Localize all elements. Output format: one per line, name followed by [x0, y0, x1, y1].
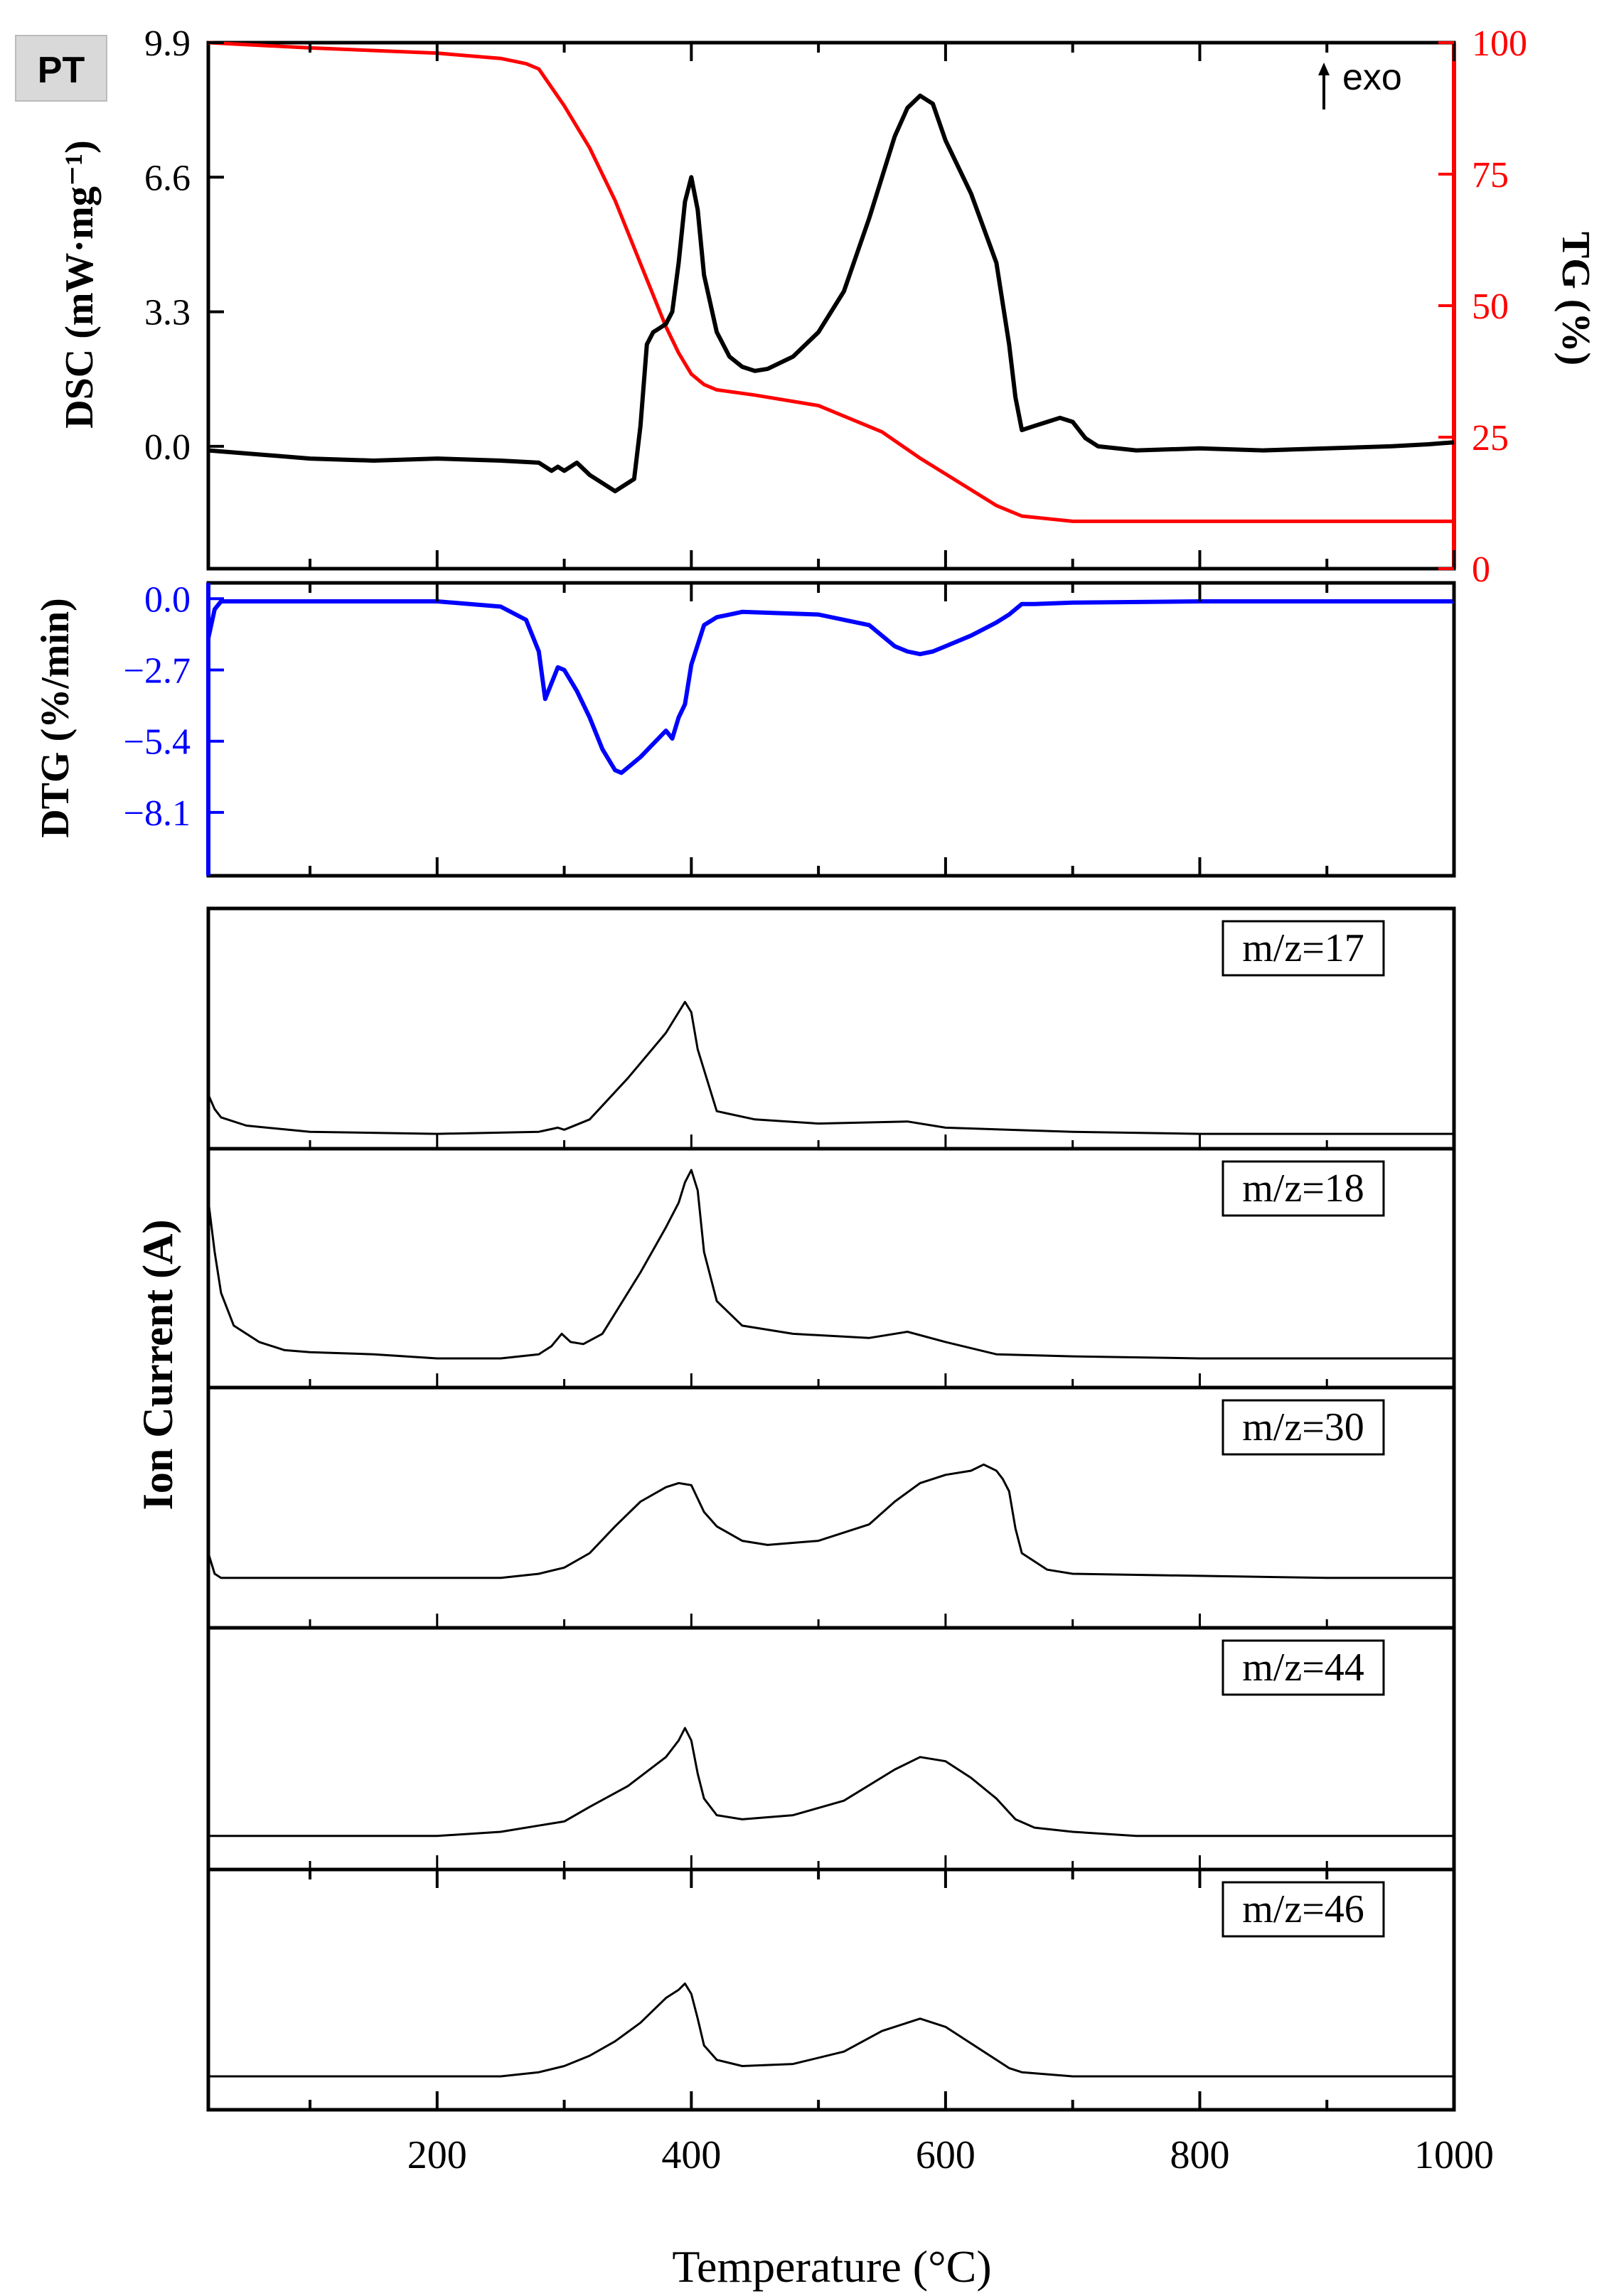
mz-label: m/z=44	[1242, 1646, 1364, 1690]
tg-axis-label: TG (%)	[1554, 232, 1598, 365]
tg-tick-label: 50	[1472, 286, 1509, 327]
dtg-tick-label: −8.1	[124, 793, 191, 834]
dsc-tick-label: 9.9	[144, 23, 191, 64]
dtg-curve	[206, 599, 1454, 776]
panel-frames	[206, 41, 1456, 2112]
ms-curve	[207, 1169, 1454, 1360]
mz-label-box	[1222, 1160, 1385, 1217]
ms-panel	[206, 1867, 1456, 2112]
dtg-panel	[206, 581, 1456, 878]
mz-label-box	[1222, 1881, 1385, 1938]
dsc-tick-label: 3.3	[144, 293, 191, 333]
tg-tick-label: 100	[1472, 23, 1527, 64]
tick-labels: 9.9 6.6 3.3 0.0 100 75 50 25 0 0.0 −2.7 −5.4 −8.1 m/z…	[124, 23, 1527, 2177]
dsc-tick-label: 6.6	[144, 158, 191, 198]
panel-badge: PT	[15, 35, 107, 102]
x-tick-label: 400	[661, 2133, 721, 2177]
panel-label: PT	[38, 50, 85, 91]
mz-label-box	[1222, 1399, 1385, 1456]
mz-label: m/z=18	[1242, 1166, 1364, 1211]
mz-label-box	[1222, 920, 1385, 977]
exo-marker: exo	[1318, 57, 1402, 109]
dtg-tick-label: 0.0	[144, 579, 191, 620]
ion-current-axis-label: Ion Current (A)	[134, 1220, 181, 1511]
x-tick-label: 800	[1170, 2133, 1229, 2177]
ms-curve	[208, 1727, 1454, 1838]
arrow-up-icon	[1318, 63, 1330, 75]
dsc-curve	[208, 93, 1455, 493]
dtg-axis-label: DTG (%/min)	[33, 598, 77, 838]
dtg-tick-label: −2.7	[124, 650, 191, 691]
mz-label-box	[1222, 1639, 1385, 1696]
axis-ticks	[208, 41, 1455, 2110]
exo-label: exo	[1342, 57, 1402, 98]
tg-curve	[208, 41, 1454, 523]
tg-tick-label: 25	[1472, 418, 1509, 458]
x-tick-label: 200	[407, 2133, 467, 2177]
tg-tick-label: 0	[1472, 549, 1490, 590]
x-axis-label: Temperature (°C)	[672, 2241, 991, 2292]
tg-tick-label: 75	[1472, 155, 1509, 195]
mz-label: m/z=30	[1242, 1405, 1364, 1449]
dsc-axis-label: DSC (mW·mg⁻¹)	[58, 140, 102, 429]
data-series	[206, 41, 1455, 2078]
x-tick-label: 600	[916, 2133, 975, 2177]
ms-curve	[207, 1001, 1454, 1135]
ms-curve	[208, 1983, 1454, 2078]
dtg-tick-label: −5.4	[124, 722, 191, 763]
dsc-tg-panel	[206, 41, 1456, 571]
x-tick-label: 1000	[1414, 2133, 1494, 2177]
dsc-tick-label: 0.0	[144, 427, 191, 468]
mz-label: m/z=46	[1242, 1887, 1364, 1931]
mz-label: m/z=17	[1242, 926, 1364, 970]
ms-curve	[207, 1463, 1454, 1579]
